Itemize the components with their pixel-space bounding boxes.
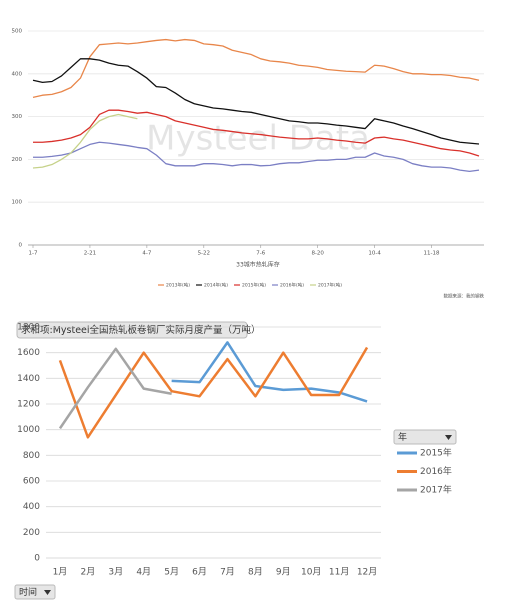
legend-label: 2015年(吨) (242, 282, 266, 289)
legend-label: 2016年 (420, 465, 452, 477)
y-tick-label: 0 (34, 554, 40, 564)
source: 数据来源：我的钢铁 (444, 293, 485, 300)
y-tick-label: 200 (12, 157, 23, 163)
x-tick-label: 2-21 (84, 251, 96, 257)
series-line (32, 38, 480, 98)
x-tick-label: 8月 (248, 567, 263, 578)
x-tick-label: 4-7 (142, 251, 151, 257)
legend-label: 2016年(吨) (280, 282, 304, 289)
legend-label: 2014年(吨) (204, 282, 228, 289)
y-tick-label: 0 (19, 243, 23, 249)
x-tick-label: 7-6 (256, 251, 265, 257)
y-tick-label: 1200 (17, 400, 40, 410)
y-tick-label: 100 (12, 200, 23, 206)
field-button[interactable] (16, 321, 248, 339)
y-tick-label: 200 (23, 528, 40, 538)
series-line (33, 141, 480, 173)
x-tick-label: 11-18 (424, 251, 440, 257)
y-tick-label: 800 (23, 451, 40, 461)
y-tick-label: 400 (12, 71, 23, 77)
y-tick-label: 1400 (17, 374, 40, 384)
x-tick-label: 6月 (192, 567, 207, 578)
y-tick-label: 1600 (17, 348, 40, 358)
y-tick-label: 400 (23, 502, 40, 512)
x-tick-label: 9月 (276, 567, 291, 578)
legend-label: 2017年 (420, 484, 452, 496)
x-tick-label: 2月 (81, 567, 96, 578)
x-tick-label: 12月 (357, 567, 377, 578)
dropdown-arrow (445, 435, 452, 440)
series-line (32, 113, 138, 169)
y-tick-label: 1800 (17, 323, 40, 333)
series-line (58, 346, 369, 439)
series-line (58, 347, 172, 430)
axis-field-button[interactable] (14, 584, 56, 600)
x-tick-label: 4月 (136, 567, 151, 578)
top-panel (0, 0, 516, 300)
legend-label: 2017年(吨) (318, 282, 342, 289)
dropdown-arrow (44, 590, 51, 595)
x-tick-label: 5月 (164, 567, 179, 578)
y-tick-label: 300 (12, 114, 23, 120)
y-tick-label: 600 (23, 477, 40, 487)
x-tick-label: 1-7 (29, 251, 38, 257)
x-axis-title: 33城市热轧库存 (236, 261, 280, 269)
x-tick-label: 10-4 (368, 251, 381, 257)
x-tick-label: 10月 (301, 567, 321, 578)
x-tick-label: 3月 (108, 567, 123, 578)
legend-field-button[interactable] (393, 429, 457, 445)
series-line (33, 109, 480, 157)
x-tick-label: 5-22 (198, 251, 210, 257)
legend-title: 年 (398, 431, 407, 443)
x-field: 时间 (19, 586, 37, 598)
x-tick-label: 11月 (329, 567, 349, 578)
y-tick-label: 500 (12, 29, 23, 35)
chart-title: 求和项:Mysteel全国热轧板卷钢厂实际月度产量（万吨） (21, 324, 261, 336)
legend-label: 2013年(吨) (166, 282, 190, 289)
series-line (32, 58, 480, 145)
x-tick-label: 1月 (53, 567, 68, 578)
legend-label: 2015年 (420, 447, 452, 459)
x-tick-label: 8-20 (311, 251, 324, 257)
y-tick-label: 1000 (17, 425, 40, 435)
series-line (171, 341, 368, 403)
x-tick-label: 7月 (220, 567, 235, 578)
